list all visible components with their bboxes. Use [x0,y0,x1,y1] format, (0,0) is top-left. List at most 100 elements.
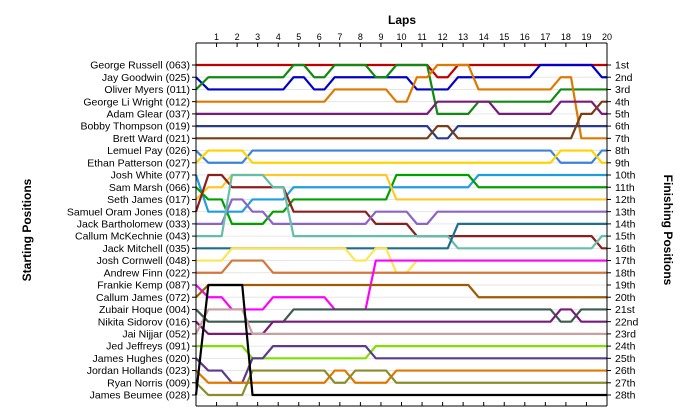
finishing-position-label: 27th [615,377,636,389]
series-line [194,173,607,250]
lap-tick-label: 5 [296,32,301,42]
starting-driver-label: Seth James (017) [107,194,190,206]
starting-driver-label: George Russell (063) [90,60,190,72]
lap-tick-label: 7 [337,32,342,42]
lap-tick-label: 10 [396,32,406,42]
finishing-position-label: 14th [615,218,636,230]
starting-driver-label: Zubair Hoque (004) [99,304,190,316]
finishing-position-label: 15th [615,231,636,243]
finishing-position-label: 18th [615,267,636,279]
starting-driver-label: Nikita Sidorov (016) [98,316,190,328]
series-line [196,173,607,250]
finishing-position-label: 4th [615,96,630,108]
series-line [196,100,607,115]
starting-driver-label: Frankie Kemp (087) [97,280,190,292]
finishing-position-label: 28th [615,390,636,402]
series-line [196,345,607,360]
starting-driver-label: Jack Mitchell (035) [102,243,190,255]
lap-tick-label: 19 [581,32,591,42]
series-line [195,173,607,225]
finishing-position-label: 22nd [615,316,639,328]
series-line [196,63,607,79]
finishing-position-label: 23rd [615,328,636,340]
starting-driver-label: Josh Cornwell (048) [97,255,190,267]
finishing-position-label: 17th [615,255,636,267]
lap-ticks: 1 2 3 4 5 6 7 8 9 10 11 12 13 14 15 16 17 18 19 20 [195,32,612,406]
finishing-position-label: 9th [615,157,630,169]
series-line [195,369,607,384]
finishing-position-label: 25th [615,353,636,365]
starting-driver-label: Jay Goodwin (025) [102,72,190,84]
starting-driver-label: Callum McKechnie (043) [75,231,190,243]
series-line [196,259,607,274]
finishing-position-label: 12th [615,194,636,206]
lap-tick-label: 9 [378,32,383,42]
starting-driver-label: Callum James (072) [96,292,190,304]
series-line [195,308,607,323]
lap-tick-label: 8 [358,32,363,42]
lap-tick-label: 16 [520,32,530,42]
starting-driver-label: Jack Bartholomew (033) [77,218,190,230]
finishing-position-label: 20th [615,292,636,304]
left-axis-label: Starting Positions [20,178,34,281]
starting-driver-label: Oliver Myers (011) [104,84,190,96]
lap-tick-label: 17 [540,32,550,42]
starting-driver-label: Andrew Finn (022) [104,267,190,279]
starting-driver-label: Samuel Oram Jones (018) [67,206,190,218]
starting-driver-label: Josh White (077) [111,170,190,182]
lap-tick-label: 15 [499,32,509,42]
finishing-position-label: 10th [615,170,636,182]
lap-tick-label: 3 [255,32,260,42]
starting-driver-label: Sam Marsh (066) [109,182,190,194]
finishing-position-label: 2nd [615,72,633,84]
starting-driver-label: Lemuel Pay (026) [107,145,190,157]
starting-driver-label: James Beumee (028) [90,390,190,402]
series-line [196,100,607,140]
starting-driver-label: Bobby Thompson (019) [80,121,190,133]
starting-driver-label: James Hughes (020) [93,353,190,365]
series-line [196,198,607,225]
lap-tick-label: 13 [458,32,468,42]
right-axis-label: Finishing Positions [661,175,675,286]
starting-driver-label: Brett Ward (021) [113,133,190,145]
lap-tick-label: 12 [438,32,448,42]
series-line [195,63,607,91]
finishing-position-label: 13th [615,206,636,218]
finishing-position-label: 5th [615,108,630,120]
finishing-position-label: 19th [615,280,636,292]
lap-tick-label: 4 [276,32,281,42]
finishing-position-label: 3rd [615,84,630,96]
finishing-position-label: 24th [615,341,636,353]
series-line [194,173,607,213]
series-line [195,63,607,115]
starting-driver-label: Jordan Hollands (023) [87,365,190,377]
series-line [195,308,607,335]
series-line [196,63,607,140]
series-line [195,149,607,164]
finishing-position-label: 11th [615,182,635,194]
finishing-position-label: 6th [615,121,630,133]
series-line [196,125,607,140]
finishing-position-label: 16th [615,243,636,255]
starting-driver-label: Adam Glear (037) [107,108,190,120]
starting-order-labels: George Russell (063)Jay Goodwin (025)Oli… [67,60,190,402]
finishing-position-label: 7th [615,133,630,145]
lap-tick-label: 6 [317,32,322,42]
lap-tick-label: 20 [602,32,612,42]
lap-tick-label: 2 [235,32,240,42]
series-line [195,149,607,164]
lap-tick-label: 18 [561,32,571,42]
series-line [194,283,607,397]
lap-tick-label: 14 [479,32,489,42]
starting-driver-label: Ryan Norris (009) [107,377,190,389]
finishing-position-label: 8th [615,145,630,157]
starting-driver-label: Ethan Patterson (027) [87,157,190,169]
starting-driver-label: George Li Wright (012) [83,96,190,108]
starting-driver-label: Jed Jeffreys (091) [106,341,190,353]
finishing-position-label: 1st [615,60,629,72]
lap-tick-label: 11 [417,32,426,42]
chart-title: Laps [388,13,416,27]
lap-tick-label: 1 [214,32,219,42]
finishing-position-label: 21st [615,304,635,316]
